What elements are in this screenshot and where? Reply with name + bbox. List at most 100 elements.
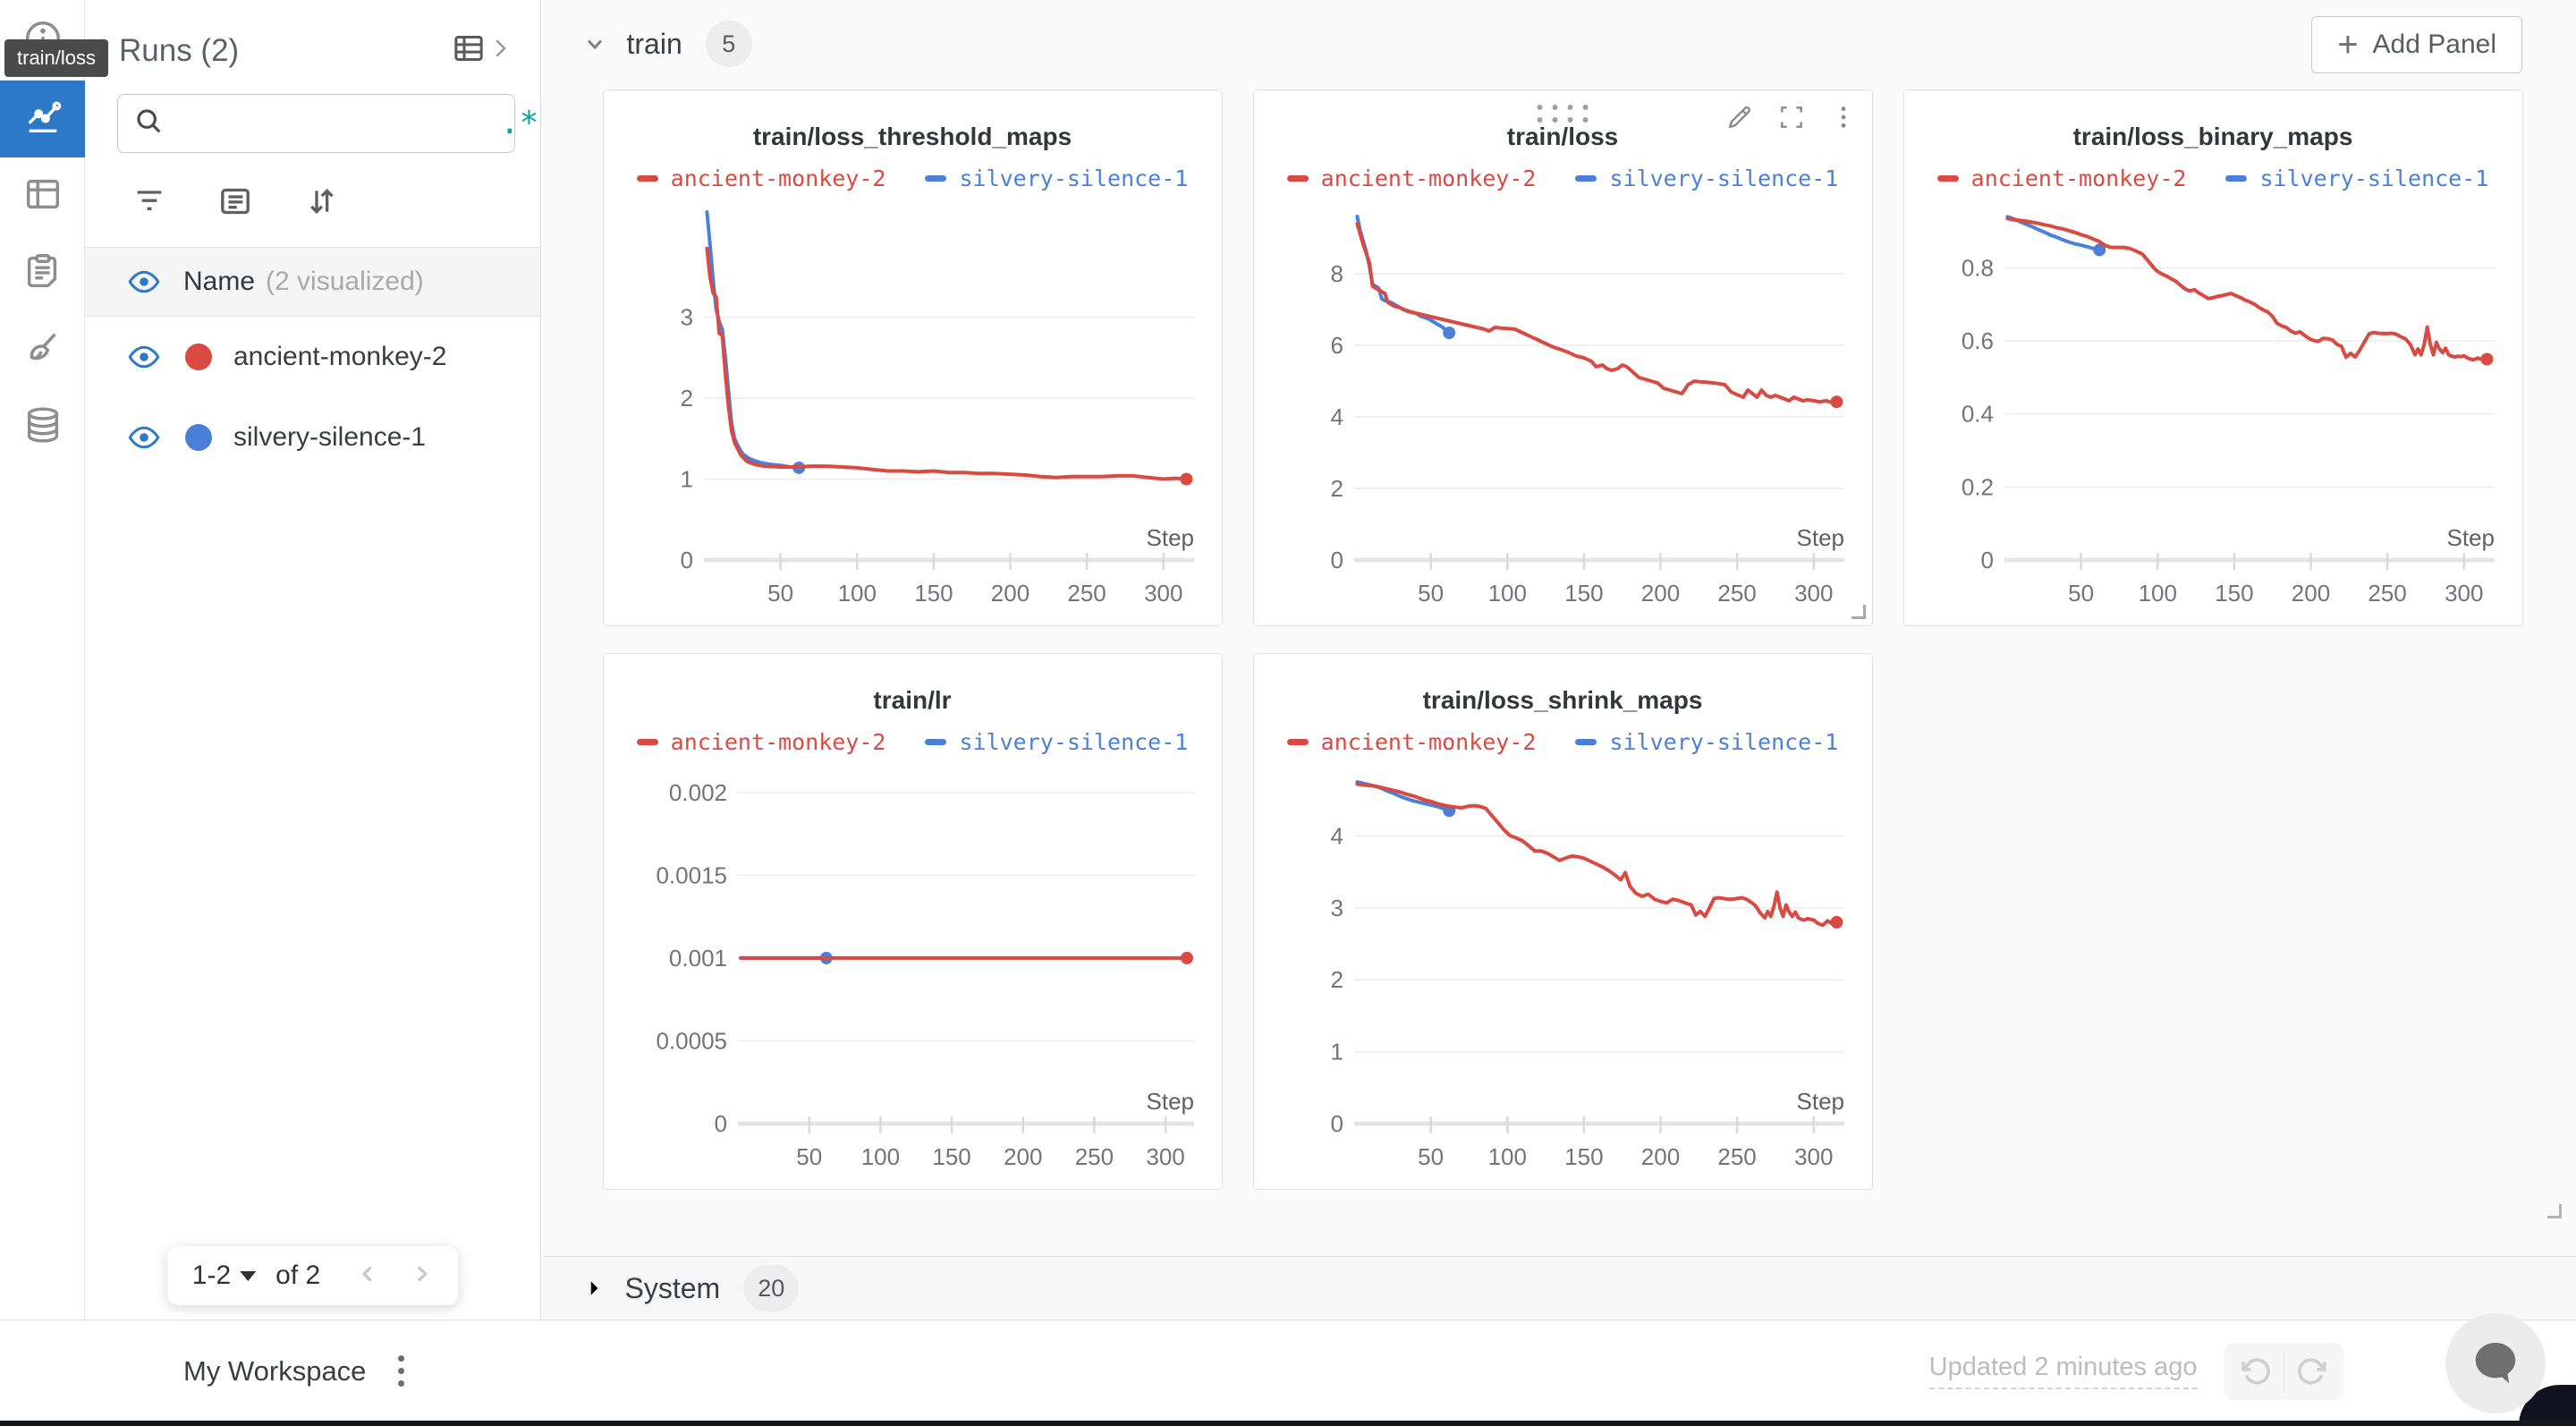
panel-toolbar — [1725, 103, 1858, 132]
nav-logs-item[interactable] — [0, 234, 85, 311]
section-resize-handle[interactable] — [2547, 1204, 2562, 1218]
chart-panel[interactable]: train/loss ancient-monkey-2 silvery-sile… — [1252, 89, 1873, 626]
next-page-button[interactable] — [410, 1262, 433, 1290]
panel-title: train/loss_threshold_maps — [752, 123, 1072, 150]
svg-text:Step: Step — [1147, 1088, 1195, 1115]
svg-text:300: 300 — [1794, 1143, 1833, 1170]
runs-table-toggle[interactable] — [451, 30, 513, 71]
svg-text:0.2: 0.2 — [1962, 473, 1994, 500]
legend-item: silvery-silence-1 — [925, 729, 1188, 755]
svg-text:2: 2 — [681, 385, 693, 412]
chart-panel[interactable]: train/loss_shrink_maps ancient-monkey-2 … — [1252, 653, 1873, 1190]
svg-text:150: 150 — [1564, 580, 1603, 607]
panel-legend: ancient-monkey-2 silvery-silence-1 — [1904, 166, 2522, 191]
legend-item: ancient-monkey-2 — [636, 166, 886, 191]
chart-panel[interactable]: train/lr ancient-monkey-2 silvery-silenc… — [602, 653, 1223, 1190]
chat-bubble-button[interactable] — [2445, 1313, 2546, 1413]
redo-icon — [2298, 1357, 2326, 1384]
regex-toggle[interactable]: .* — [500, 105, 539, 141]
svg-text:6: 6 — [1331, 332, 1343, 359]
filter-button[interactable] — [131, 183, 167, 224]
database-icon — [22, 404, 64, 450]
kebab-menu-icon[interactable] — [1829, 103, 1858, 132]
svg-text:200: 200 — [1004, 1143, 1042, 1170]
undo-button[interactable] — [2230, 1348, 2284, 1395]
fullscreen-icon[interactable] — [1777, 103, 1806, 132]
svg-text:0.0015: 0.0015 — [656, 862, 727, 888]
train-section-header[interactable]: train 5 — [543, 0, 2576, 88]
run-row-ancient-monkey-2[interactable]: ancient-monkey-2 — [85, 317, 540, 397]
svg-text:50: 50 — [796, 1143, 822, 1170]
train-section-title: train — [626, 27, 682, 60]
legend-item: silvery-silence-1 — [1575, 729, 1838, 755]
legend-item: silvery-silence-1 — [925, 166, 1188, 191]
nav-panels-item[interactable] — [0, 81, 85, 157]
svg-text:250: 250 — [1067, 580, 1106, 607]
window-bottom-edge — [0, 1421, 2576, 1426]
panel-legend: ancient-monkey-2 silvery-silence-1 — [1254, 729, 1872, 755]
eye-icon[interactable] — [128, 341, 160, 373]
line-chart-icon — [22, 97, 64, 142]
run-name: ancient-monkey-2 — [233, 342, 447, 371]
search-icon — [134, 106, 165, 141]
add-panel-button[interactable]: + Add Panel — [2311, 16, 2522, 73]
name-column-label: Name — [183, 267, 256, 296]
legend-dash — [1286, 175, 1309, 182]
panel-title: train/lr — [873, 686, 952, 714]
legend-item: silvery-silence-1 — [2225, 166, 2488, 191]
drag-handle[interactable] — [1537, 105, 1589, 123]
svg-text:200: 200 — [1641, 1143, 1680, 1170]
eye-icon[interactable] — [128, 266, 160, 298]
legend-dash — [925, 175, 947, 182]
legend-item: ancient-monkey-2 — [1936, 166, 2186, 191]
svg-text:150: 150 — [1564, 1143, 1603, 1170]
legend-dash — [925, 739, 947, 745]
chart-svg: 0 1 2 3 50 100 150 200 250 300 Step — [681, 210, 1194, 607]
train-panel-grid: train/loss_threshold_maps ancient-monkey… — [602, 89, 2523, 1190]
workspace-menu-button[interactable] — [393, 1350, 410, 1392]
panel-legend: ancient-monkey-2 silvery-silence-1 — [1254, 166, 1872, 191]
prev-page-button[interactable] — [356, 1262, 379, 1290]
svg-text:0.6: 0.6 — [1962, 327, 1994, 354]
legend-dash — [1575, 175, 1597, 182]
panel-legend: ancient-monkey-2 silvery-silence-1 — [604, 729, 1222, 755]
runs-table-icon — [451, 30, 487, 71]
chart-panel[interactable]: train/loss_threshold_maps ancient-monkey… — [602, 89, 1223, 626]
runs-search-input[interactable] — [177, 109, 500, 138]
svg-text:0.001: 0.001 — [669, 945, 727, 972]
edit-pencil-icon[interactable] — [1725, 103, 1754, 132]
legend-dash — [1936, 175, 1959, 182]
sort-button[interactable] — [303, 183, 339, 224]
panel-resize-handle[interactable] — [1851, 605, 1866, 619]
runs-pagination: 1-2 of 2 — [166, 1246, 459, 1305]
columns-button[interactable] — [217, 183, 253, 224]
legend-run-name: silvery-silence-1 — [1609, 166, 1839, 191]
visualized-count-label: (2 visualized) — [266, 267, 424, 296]
run-row-silvery-silence-1[interactable]: silvery-silence-1 — [85, 397, 540, 478]
svg-text:100: 100 — [1488, 1143, 1527, 1170]
redo-button[interactable] — [2284, 1348, 2338, 1395]
legend-run-name: silvery-silence-1 — [1609, 729, 1839, 755]
svg-text:2: 2 — [1331, 966, 1343, 993]
svg-text:0: 0 — [1331, 547, 1343, 573]
nav-artifacts-item[interactable] — [0, 388, 85, 465]
page-range-dropdown[interactable]: 1-2 — [192, 1260, 257, 1291]
chart-svg: 0 0.2 0.4 0.6 0.8 50 100 150 200 250 300 Step — [1962, 215, 2495, 607]
nav-tables-item[interactable] — [0, 157, 85, 234]
chevron-down-icon — [587, 39, 602, 50]
system-section-header[interactable]: System 20 — [542, 1256, 2576, 1320]
svg-text:250: 250 — [1717, 580, 1756, 607]
svg-text:300: 300 — [1794, 580, 1833, 607]
page-total-label: of 2 — [275, 1260, 321, 1290]
legend-run-name: silvery-silence-1 — [2259, 166, 2489, 191]
svg-text:150: 150 — [932, 1143, 970, 1170]
nav-sweeps-item[interactable] — [0, 311, 85, 388]
svg-text:250: 250 — [2368, 580, 2406, 607]
svg-text:3: 3 — [1331, 895, 1343, 921]
undo-redo-group — [2224, 1342, 2343, 1400]
chart-panel[interactable]: train/loss_binary_maps ancient-monkey-2 … — [1902, 89, 2523, 626]
svg-text:0.0005: 0.0005 — [656, 1027, 727, 1054]
svg-text:0: 0 — [1331, 1110, 1343, 1137]
svg-text:200: 200 — [1641, 580, 1680, 607]
eye-icon[interactable] — [128, 421, 160, 454]
